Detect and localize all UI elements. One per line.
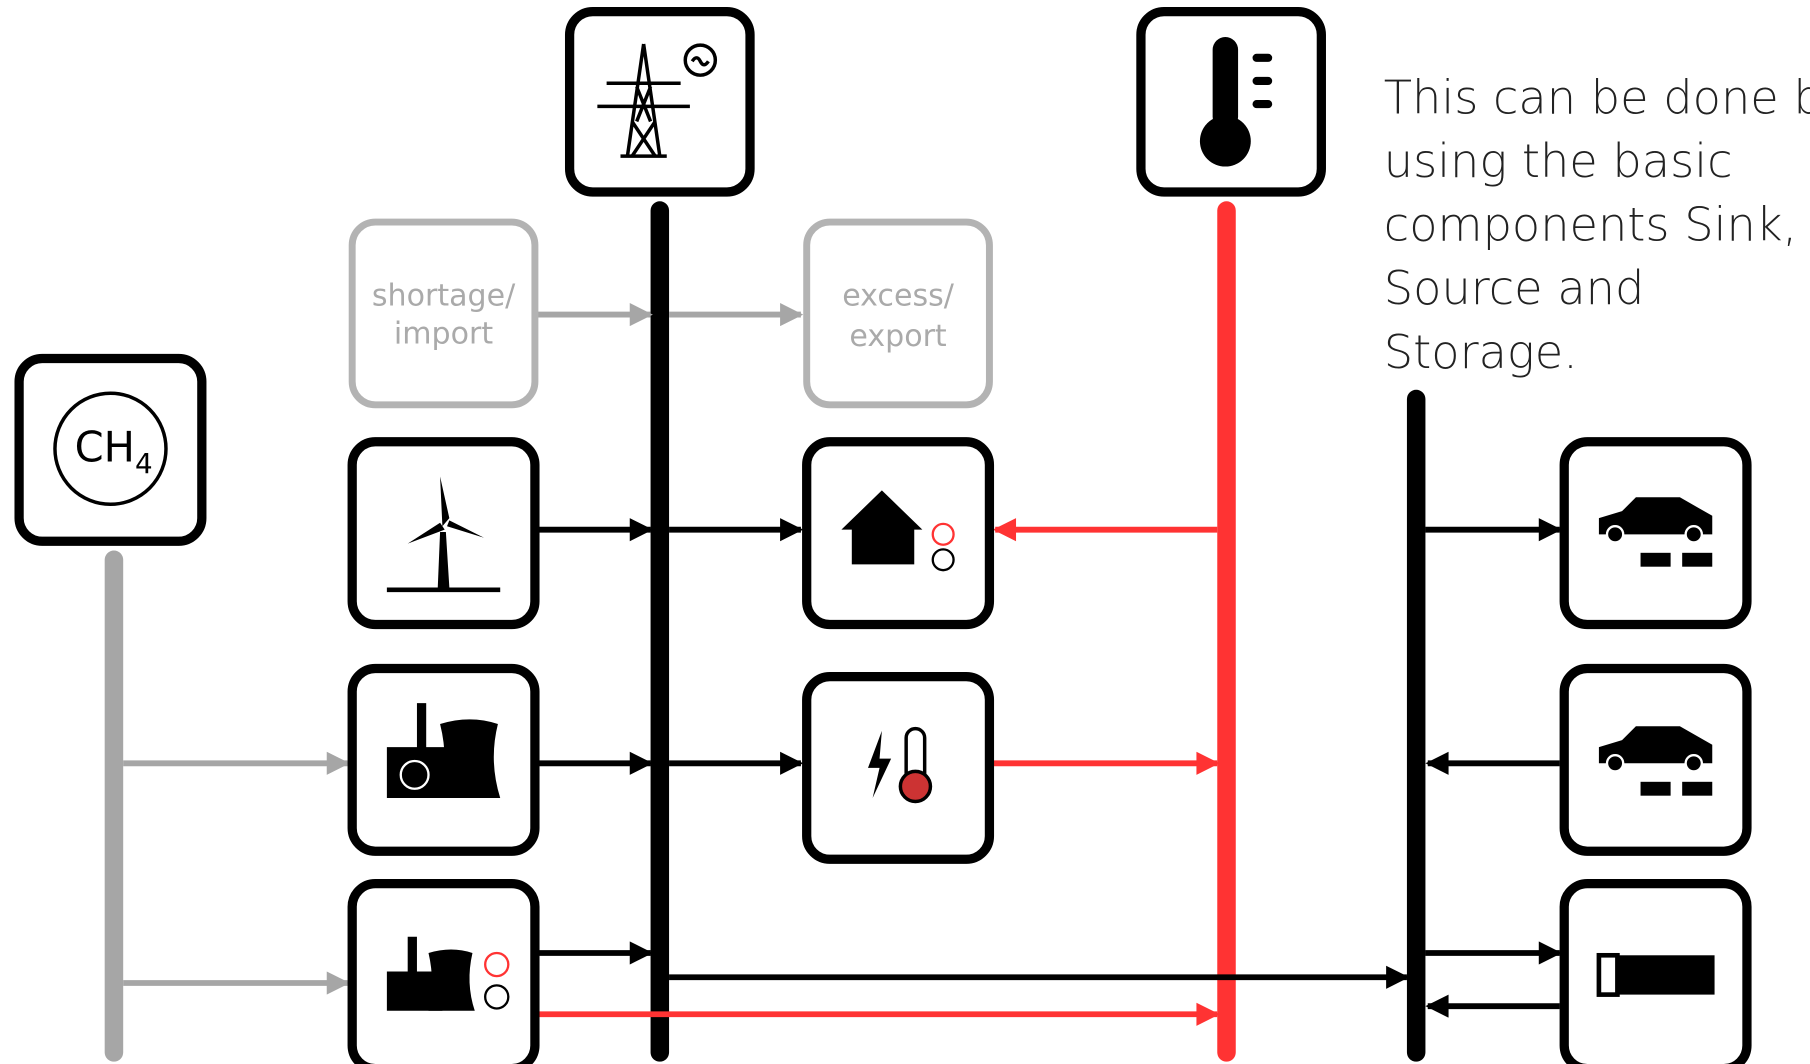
shortage-node: shortage/ import	[348, 218, 539, 409]
demand-node	[802, 437, 995, 630]
note-line: components Sink,	[1384, 198, 1797, 252]
note-line: Storage.	[1384, 325, 1578, 379]
subscript: 4	[135, 447, 153, 480]
grid-node	[564, 6, 755, 197]
label: excess/	[842, 278, 955, 313]
heatpump-node	[802, 671, 995, 864]
note: This can be done by using the basic comp…	[1384, 70, 1810, 378]
excess-node: excess/ export	[803, 218, 993, 409]
formula: CH	[75, 422, 135, 471]
note-line: using the basic	[1384, 134, 1733, 188]
flows	[123, 303, 1562, 1026]
label: shortage/	[372, 278, 516, 313]
wind-node	[347, 437, 540, 630]
note-line: Source and	[1384, 261, 1645, 315]
label: CH4	[75, 422, 153, 480]
car-source	[1559, 663, 1752, 856]
storage-node	[1559, 878, 1752, 1064]
heat-node	[1136, 6, 1326, 197]
chp-node	[347, 878, 540, 1064]
label: export	[849, 319, 947, 354]
car-sink	[1559, 437, 1752, 630]
gas-node: CH4	[14, 353, 207, 546]
plant-node	[347, 663, 540, 856]
label: import	[394, 316, 493, 351]
note-line: This can be done by	[1384, 70, 1810, 124]
